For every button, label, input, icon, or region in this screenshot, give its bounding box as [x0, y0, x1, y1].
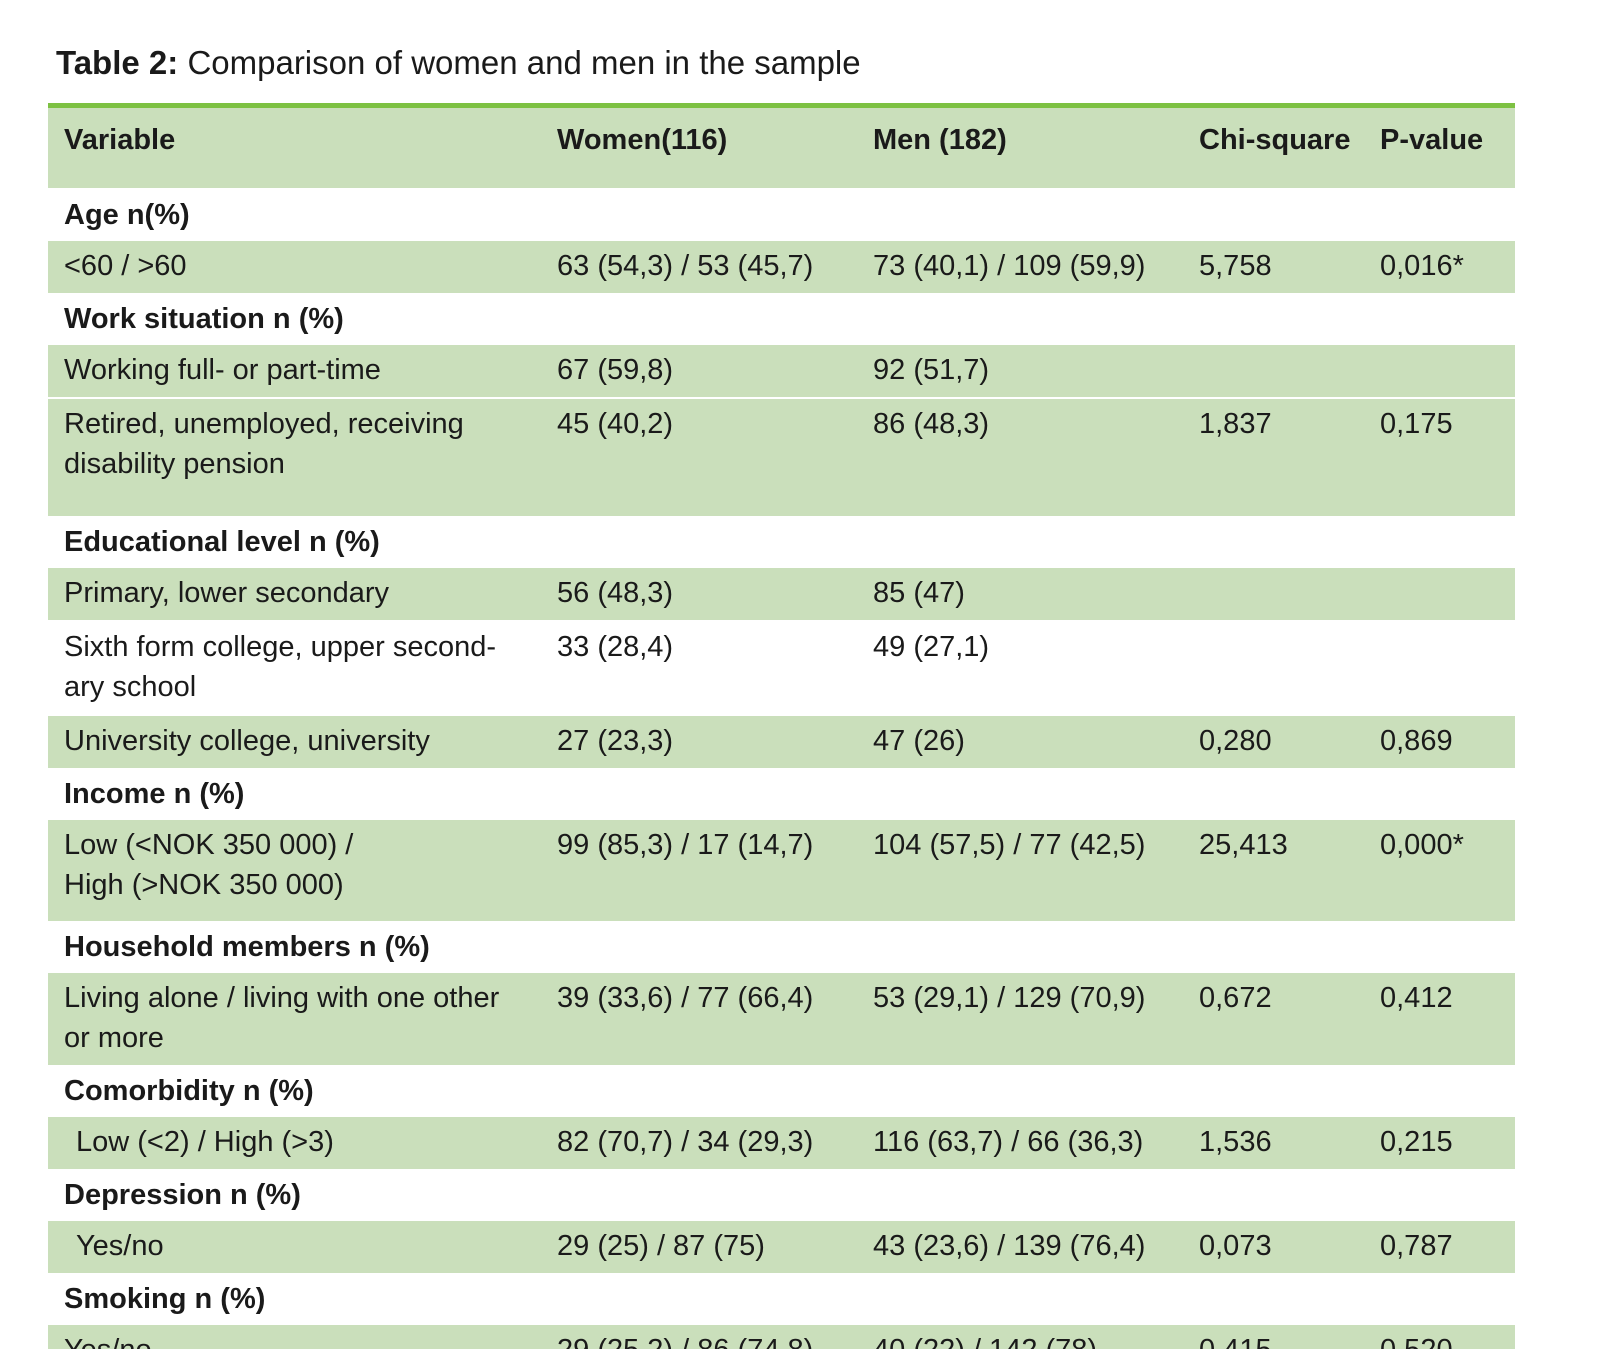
cell-variable: University college, university: [48, 715, 557, 771]
cell-chi-square: [1199, 567, 1380, 623]
cell-men: 116 (63,7) / 66 (36,3): [873, 1116, 1199, 1172]
cell-p-value: [1380, 567, 1515, 623]
section-row: Household members n (%): [48, 922, 1515, 974]
cell-chi-square: 5,758: [1199, 240, 1380, 296]
cell-variable: Primary, lower secondary: [48, 567, 557, 623]
cell-chi-square: 0,073: [1199, 1220, 1380, 1276]
column-header-women: Women(116): [557, 105, 873, 192]
cell-men: 49 (27,1): [873, 621, 1199, 717]
cell-p-value: 0,869: [1380, 715, 1515, 771]
cell-p-value: 0,016*: [1380, 240, 1515, 296]
cell-women: 45 (40,2): [557, 398, 873, 519]
section-row: Work situation n (%): [48, 294, 1515, 346]
section-label: Age n(%): [48, 189, 1515, 242]
cell-men: 40 (22) / 142 (78): [873, 1324, 1199, 1349]
cell-women: 27 (23,3): [557, 715, 873, 771]
section-label: Depression n (%): [48, 1170, 1515, 1222]
table-header: Variable Women(116) Men (182) Chi-square…: [48, 105, 1515, 192]
table-row: Low (<2) / High (>3) 82 (70,7) / 34 (29,3…: [48, 1116, 1515, 1172]
section-row: Income n (%): [48, 769, 1515, 821]
cell-men: 104 (57,5) / 77 (42,5): [873, 819, 1199, 924]
table-caption-text: Comparison of women and men in the sampl…: [187, 44, 861, 81]
cell-variable: <60 / >60: [48, 240, 557, 296]
cell-p-value: [1380, 621, 1515, 717]
cell-women: 63 (54,3) / 53 (45,7): [557, 240, 873, 296]
section-label: Work situation n (%): [48, 294, 1515, 346]
section-label: Income n (%): [48, 769, 1515, 821]
cell-women: 39 (33,6) / 77 (66,4): [557, 972, 873, 1068]
table-row: Primary, lower secondary 56 (48,3) 85 (47): [48, 567, 1515, 623]
cell-men: 86 (48,3): [873, 398, 1199, 519]
cell-variable: Sixth form college, upper second- ary sc…: [48, 621, 557, 717]
table-caption-label: Table 2:: [56, 44, 179, 81]
cell-variable: Yes/no: [48, 1324, 557, 1349]
section-row: Depression n (%): [48, 1170, 1515, 1222]
cell-variable: Living alone / living with one other or …: [48, 972, 557, 1068]
cell-men: 43 (23,6) / 139 (76,4): [873, 1220, 1199, 1276]
cell-women: 33 (28,4): [557, 621, 873, 717]
section-label: Household members n (%): [48, 922, 1515, 974]
table-row: Living alone / living with one other or …: [48, 972, 1515, 1068]
cell-women: 56 (48,3): [557, 567, 873, 623]
section-row: Age n(%): [48, 189, 1515, 242]
cell-variable: Low (<2) / High (>3): [48, 1116, 557, 1172]
column-header-chi-square: Chi-square: [1199, 105, 1380, 192]
table-row: University college, university 27 (23,3) 4…: [48, 715, 1515, 771]
cell-p-value: 0,787: [1380, 1220, 1515, 1276]
table-caption: Table 2: Comparison of women and men in …: [56, 42, 1600, 83]
cell-variable: Retired, unemployed, receiving disabilit…: [48, 398, 557, 519]
cell-p-value: 0,520: [1380, 1324, 1515, 1349]
section-row: Comorbidity n (%): [48, 1066, 1515, 1118]
cell-women: 67 (59,8): [557, 344, 873, 400]
cell-women: 82 (70,7) / 34 (29,3): [557, 1116, 873, 1172]
table-row: <60 / >60 63 (54,3) / 53 (45,7) 73 (40,1) …: [48, 240, 1515, 296]
column-header-men: Men (182): [873, 105, 1199, 192]
cell-p-value: 0,175: [1380, 398, 1515, 519]
section-row: Smoking n (%): [48, 1274, 1515, 1326]
cell-p-value: 0,215: [1380, 1116, 1515, 1172]
section-label: Educational level n (%): [48, 517, 1515, 569]
cell-men: 47 (26): [873, 715, 1199, 771]
comparison-table: Variable Women(116) Men (182) Chi-square…: [48, 103, 1515, 1349]
table-row: Sixth form college, upper second- ary sc…: [48, 621, 1515, 717]
section-label: Smoking n (%): [48, 1274, 1515, 1326]
table-body: Age n(%) <60 / >60 63 (54,3) / 53 (45,7) 73…: [48, 189, 1515, 1349]
table-row: Yes/no 29 (25) / 87 (75) 43 (23,6) / 139 (…: [48, 1220, 1515, 1276]
table-row: Working full- or part-time 67 (59,8) 92 (5…: [48, 344, 1515, 400]
cell-men: 92 (51,7): [873, 344, 1199, 400]
cell-chi-square: 0,280: [1199, 715, 1380, 771]
cell-men: 73 (40,1) / 109 (59,9): [873, 240, 1199, 296]
table-row: Low (<NOK 350 000) / High (>NOK 350 000)…: [48, 819, 1515, 924]
cell-variable: Low (<NOK 350 000) / High (>NOK 350 000): [48, 819, 557, 924]
cell-p-value: [1380, 344, 1515, 400]
cell-p-value: 0,000*: [1380, 819, 1515, 924]
cell-women: 29 (25,2) / 86 (74,8): [557, 1324, 873, 1349]
cell-chi-square: [1199, 344, 1380, 400]
cell-men: 53 (29,1) / 129 (70,9): [873, 972, 1199, 1068]
cell-chi-square: [1199, 621, 1380, 717]
cell-p-value: 0,412: [1380, 972, 1515, 1068]
cell-variable: Working full- or part-time: [48, 344, 557, 400]
section-row: Educational level n (%): [48, 517, 1515, 569]
cell-chi-square: 25,413: [1199, 819, 1380, 924]
header-row: Variable Women(116) Men (182) Chi-square…: [48, 105, 1515, 192]
cell-chi-square: 0,415: [1199, 1324, 1380, 1349]
column-header-variable: Variable: [48, 105, 557, 192]
cell-men: 85 (47): [873, 567, 1199, 623]
cell-chi-square: 1,536: [1199, 1116, 1380, 1172]
cell-chi-square: 0,672: [1199, 972, 1380, 1068]
cell-chi-square: 1,837: [1199, 398, 1380, 519]
cell-women: 29 (25) / 87 (75): [557, 1220, 873, 1276]
cell-variable: Yes/no: [48, 1220, 557, 1276]
table-row: Retired, unemployed, receiving disabilit…: [48, 398, 1515, 519]
column-header-p-value: P-value: [1380, 105, 1515, 192]
section-label: Comorbidity n (%): [48, 1066, 1515, 1118]
cell-women: 99 (85,3) / 17 (14,7): [557, 819, 873, 924]
